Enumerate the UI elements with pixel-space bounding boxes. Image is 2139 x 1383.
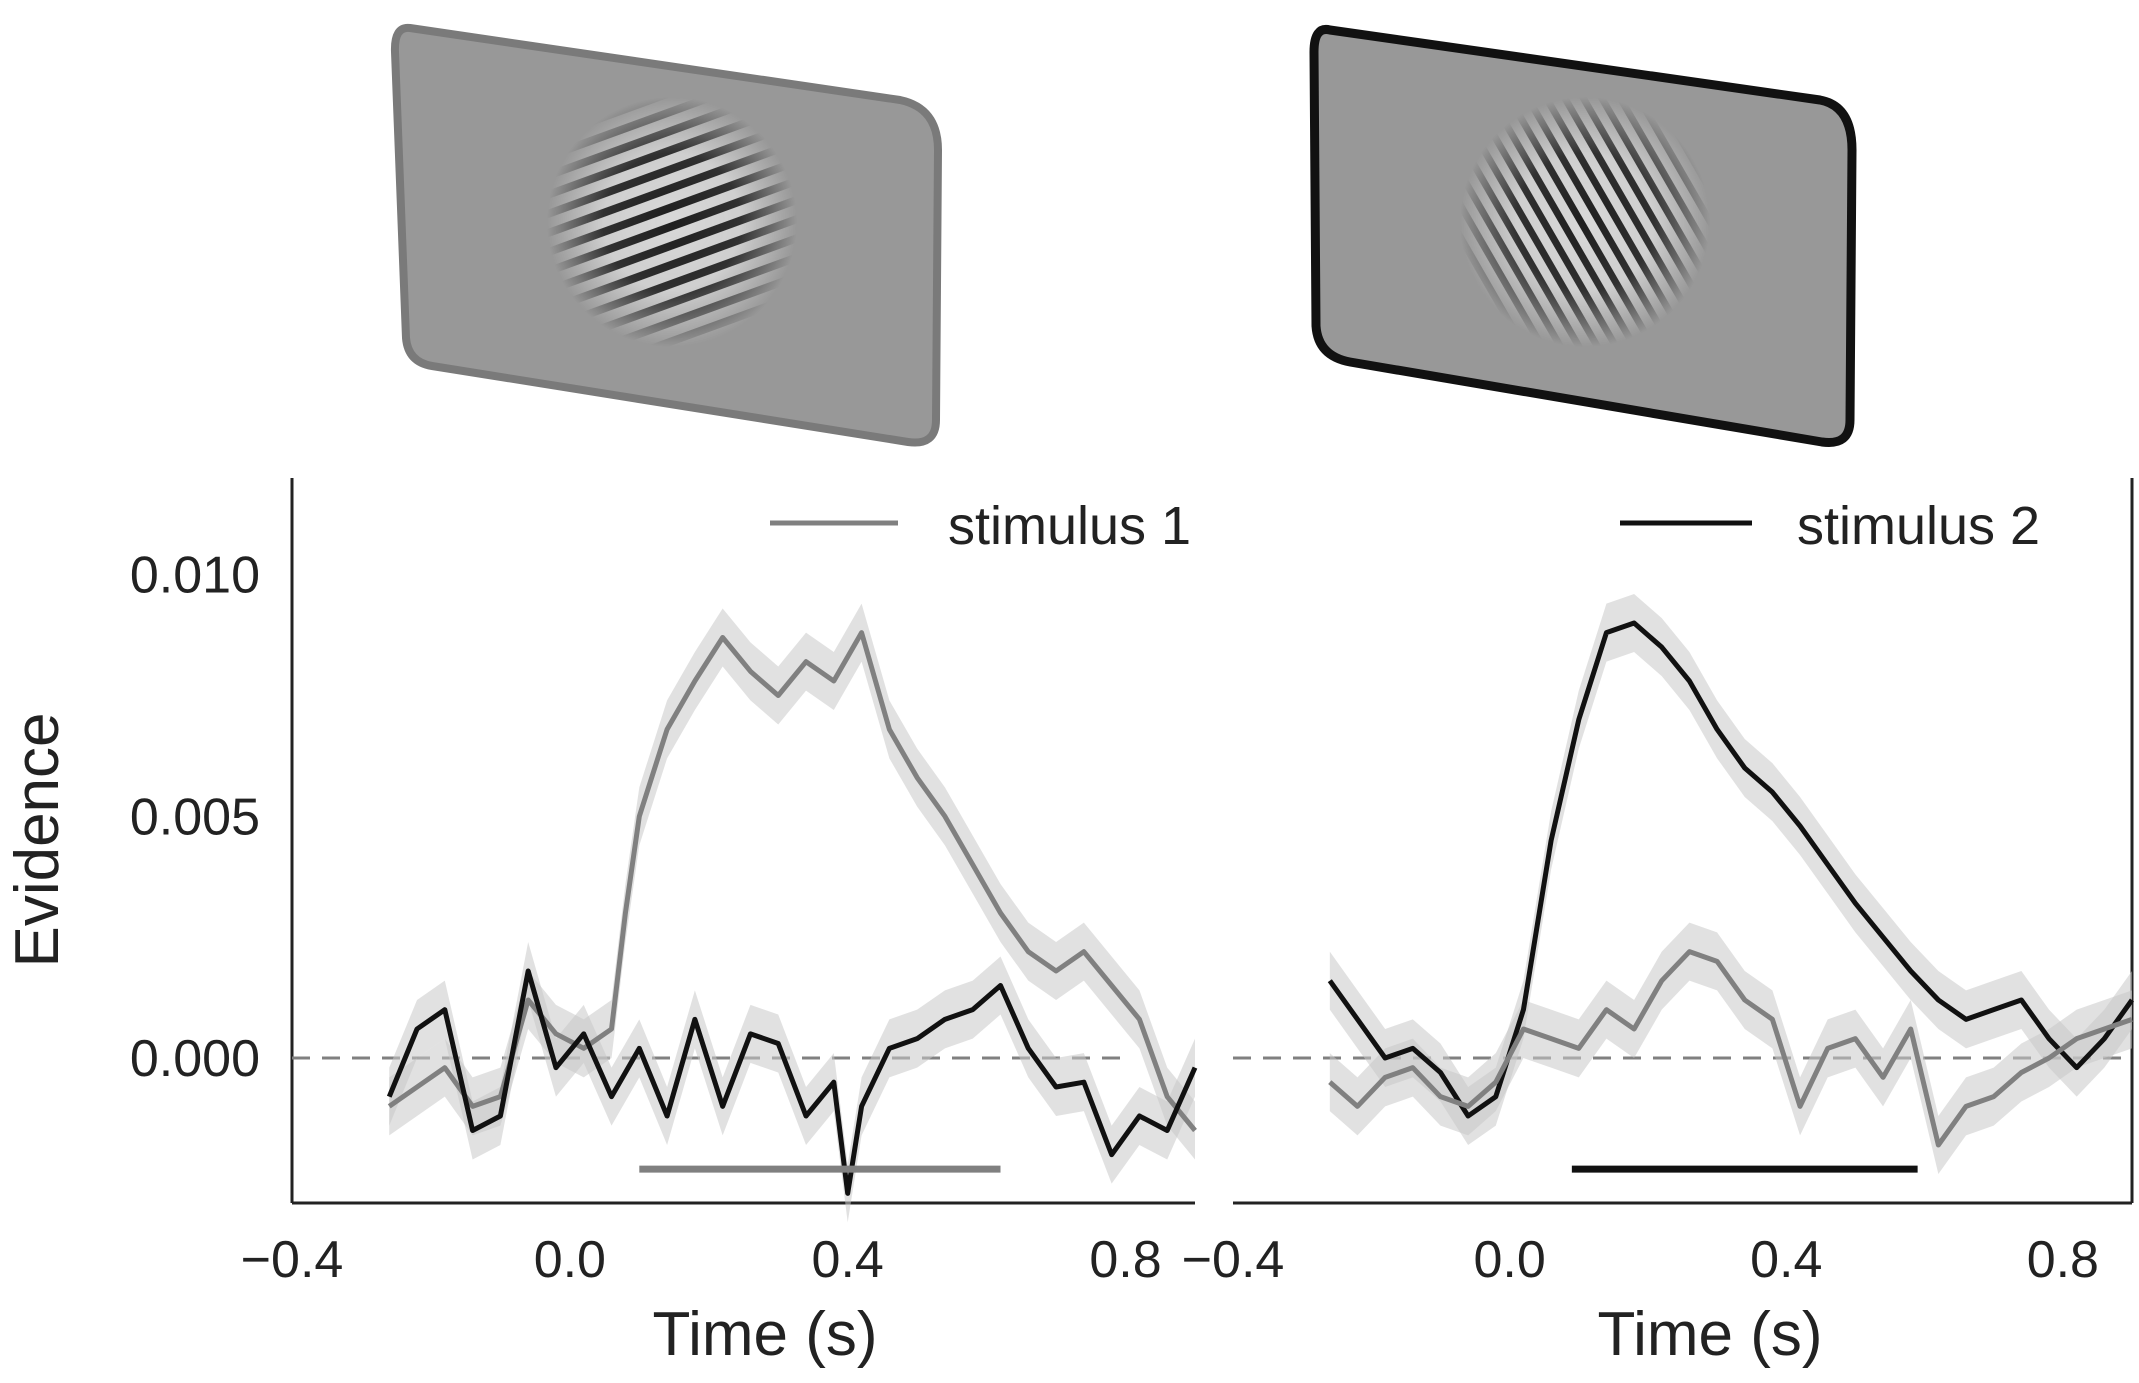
right-x-tick-label: 0.0 [1473,1231,1545,1289]
left-series-1-line [387,630,1197,1133]
right-x-tick-label: −0.4 [1182,1231,1285,1289]
right-series-2-band [1329,922,2132,1174]
chart-panel-right: stimulus 2 −0.4 0.0 0.4 0.8 Time (s) [1182,478,2135,1369]
right-x-tick-label: 0.8 [2027,1231,2099,1289]
y-tick-label: 0.010 [130,547,260,605]
left-legend-label: stimulus 1 [948,496,1191,556]
left-x-tick-label: −0.4 [241,1231,344,1289]
left-x-tick-label: 0.0 [534,1231,606,1289]
left-series-2-line [386,968,1198,1196]
chart-panel-left: stimulus 1 −0.4 0.0 0.4 0.8 0.000 0.005 0.010… [3,478,1198,1369]
right-series-2-line [1328,949,2133,1148]
right-legend: stimulus 2 [1620,496,2040,556]
right-x-tick-label: 0.4 [1750,1231,1822,1289]
stimulus-2-screen [1309,25,1857,448]
right-legend-label: stimulus 2 [1797,496,2040,556]
y-tick-label: 0.005 [130,788,260,846]
stimulus-1-screen [390,23,942,447]
y-axis-label: Evidence [3,712,72,967]
right-x-axis-label: Time (s) [1598,1300,1823,1369]
left-x-tick-label: 0.8 [1089,1231,1161,1289]
y-tick-label: 0.000 [130,1030,260,1088]
left-legend: stimulus 1 [770,496,1191,556]
right-series-1-line [1327,620,2135,1119]
right-series-1-band [1329,594,2132,1145]
left-x-axis-label: Time (s) [653,1300,878,1369]
left-x-tick-label: 0.4 [812,1231,884,1289]
